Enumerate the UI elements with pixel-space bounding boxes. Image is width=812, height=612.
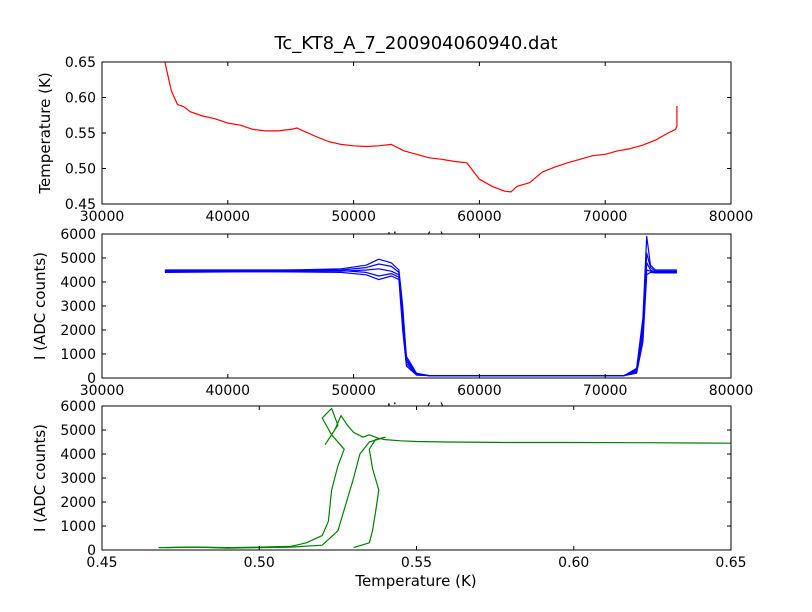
figure-title: Tc_KT8_A_7_200904060940.dat	[273, 33, 557, 54]
y-tick-label: 2000	[60, 323, 96, 339]
y-tick-label: 3000	[60, 471, 96, 487]
plot-area	[101, 61, 732, 205]
y-tick-label: 0.50	[65, 162, 96, 178]
x-ticks: 0.45 0.50 0.55 0.60 0.65	[86, 406, 747, 571]
x-tick-label: 70000	[583, 383, 628, 399]
y-tick-label: 0.45	[65, 197, 96, 213]
y-tick-label: 0.65	[65, 55, 96, 71]
panel-temperature-vs-time: 30000 40000 50000 60000 70000 80000 0.450.500…	[36, 55, 753, 247]
series-line-5	[164, 271, 677, 377]
y-tick-label: 4000	[60, 447, 96, 463]
y-tick-label: 1000	[60, 519, 96, 535]
x-tick-label: 50000	[331, 383, 376, 399]
panel-current-vs-temperature: 0.45 0.50 0.55 0.60 0.65 0 1000 2000 3000 4000 50…	[31, 399, 747, 590]
plot-area	[101, 405, 732, 551]
x-tick-label: 40000	[206, 209, 251, 225]
x-tick-label: 0.65	[715, 555, 746, 571]
y-tick-label: 0	[87, 543, 96, 559]
y-tick-label: 0	[87, 371, 96, 387]
y-axis-label: I (ADC counts)	[31, 424, 49, 532]
y-tick-label: 0.55	[65, 126, 96, 142]
plot-area	[101, 233, 732, 379]
x-ticks: 30000 40000 50000 60000 70000 80000	[80, 62, 754, 225]
y-axis-label: Temperature (K)	[36, 72, 54, 194]
y-tick-label: 2000	[60, 495, 96, 511]
y-tick-label: 6000	[60, 399, 96, 415]
plot-area	[101, 61, 732, 205]
plot-area	[101, 405, 732, 551]
series-layer	[164, 235, 677, 377]
x-tick-label: 40000	[206, 383, 251, 399]
series-layer	[164, 62, 678, 193]
y-tick-label: 6000	[60, 227, 96, 243]
x-axis-label: Temperature (K)	[354, 572, 476, 590]
y-ticks: 0.45 0.50 0.55 0.60 0.65	[65, 55, 731, 213]
x-tick-label: 30000	[80, 383, 125, 399]
x-tick-label: 50000	[331, 209, 376, 225]
x-tick-label: 80000	[709, 383, 754, 399]
y-ticks: 0 1000 2000 3000 4000 5000 6000	[60, 399, 731, 559]
plot-area	[101, 233, 732, 379]
x-tick-label: 60000	[457, 383, 502, 399]
y-ticks: 0 1000 2000 3000 4000 5000 6000	[60, 227, 731, 387]
x-ticks: 30000 40000 50000 60000 70000 80000	[80, 234, 754, 399]
y-tick-label: 1000	[60, 347, 96, 363]
x-tick-label: 0.60	[558, 555, 589, 571]
panel-current-vs-time: 30000 40000 50000 60000 70000 80000 0 1000 2000…	[31, 227, 753, 418]
series-line-1	[164, 62, 678, 193]
series-line-1	[158, 407, 731, 549]
x-tick-label: 70000	[583, 209, 628, 225]
x-tick-label: 60000	[457, 209, 502, 225]
x-tick-label: 0.45	[86, 555, 117, 571]
x-tick-label: 80000	[709, 209, 754, 225]
y-tick-label: 5000	[60, 251, 96, 267]
y-tick-label: 3000	[60, 299, 96, 315]
x-tick-label: 30000	[80, 209, 125, 225]
y-tick-label: 4000	[60, 275, 96, 291]
x-tick-label: 0.50	[244, 555, 275, 571]
y-tick-label: 5000	[60, 423, 96, 439]
x-tick-label: 0.55	[401, 555, 432, 571]
y-tick-label: 0.60	[65, 91, 96, 107]
y-axis-label: I (ADC counts)	[31, 252, 49, 360]
